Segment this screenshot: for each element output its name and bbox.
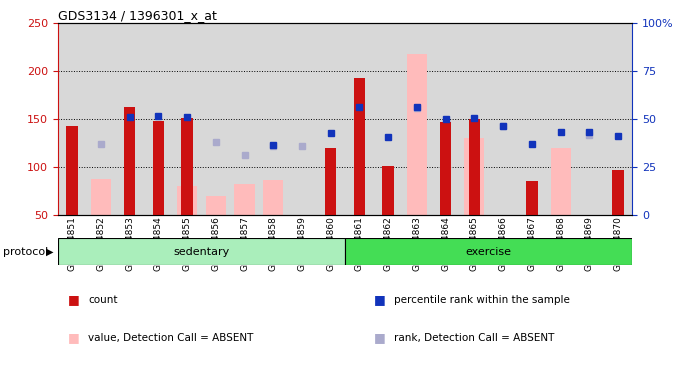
Bar <box>201 23 231 215</box>
Text: GDS3134 / 1396301_x_at: GDS3134 / 1396301_x_at <box>58 9 217 22</box>
Bar <box>58 238 345 265</box>
Bar <box>551 148 571 215</box>
Bar <box>124 107 135 215</box>
Bar <box>612 170 624 215</box>
Bar <box>206 196 226 215</box>
Bar <box>575 23 604 215</box>
Bar <box>431 23 460 215</box>
Bar <box>116 23 144 215</box>
Bar <box>91 179 111 215</box>
Bar <box>374 23 403 215</box>
Bar <box>345 23 374 215</box>
Text: ▶: ▶ <box>46 247 54 257</box>
Bar <box>58 23 86 215</box>
Bar <box>67 126 78 215</box>
Bar <box>316 23 345 215</box>
Text: ■: ■ <box>374 293 386 306</box>
Bar <box>263 180 284 215</box>
Text: ■: ■ <box>374 331 386 344</box>
Bar <box>177 186 197 215</box>
Bar <box>86 23 116 215</box>
Bar <box>407 54 427 215</box>
Bar <box>173 23 201 215</box>
Bar <box>440 122 452 215</box>
Bar <box>325 148 337 215</box>
Text: ■: ■ <box>68 331 80 344</box>
Text: protocol: protocol <box>3 247 49 257</box>
Bar <box>382 166 394 215</box>
Bar <box>460 23 489 215</box>
Bar <box>230 23 259 215</box>
Bar <box>604 23 632 215</box>
Text: sedentary: sedentary <box>173 247 230 257</box>
Bar <box>546 23 575 215</box>
Text: rank, Detection Call = ABSENT: rank, Detection Call = ABSENT <box>394 333 555 343</box>
Text: count: count <box>88 295 118 305</box>
Bar <box>526 182 538 215</box>
Bar <box>235 184 254 215</box>
Bar <box>182 118 193 215</box>
Bar <box>469 119 480 215</box>
Bar <box>144 23 173 215</box>
Bar <box>152 121 164 215</box>
Bar <box>403 23 431 215</box>
Text: exercise: exercise <box>466 247 512 257</box>
Bar <box>489 23 517 215</box>
Text: percentile rank within the sample: percentile rank within the sample <box>394 295 571 305</box>
Bar <box>354 78 365 215</box>
Text: value, Detection Call = ABSENT: value, Detection Call = ABSENT <box>88 333 254 343</box>
Text: ■: ■ <box>68 293 80 306</box>
Bar <box>288 23 316 215</box>
Bar <box>517 23 546 215</box>
Bar <box>259 23 288 215</box>
Bar <box>345 238 632 265</box>
Bar <box>464 138 484 215</box>
